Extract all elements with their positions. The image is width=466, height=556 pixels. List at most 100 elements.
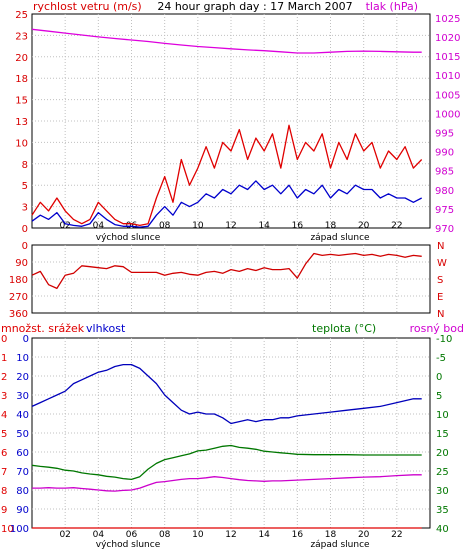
series-line [31,252,422,290]
wind-speed-tick-label: 23 [15,31,28,42]
sunset-label-1: západ slunce [310,233,370,243]
pressure-tick-label: 985 [435,167,454,178]
pressure-tick-label: 975 [435,205,454,216]
wind-direction-tick-label: 360 [9,309,28,320]
humidity-tick-label: 10 [16,353,29,364]
rain-tick-label: 8 [1,486,7,497]
wind-speed-tick-label: 18 [15,74,28,85]
temperature-axis-title: teplota (°C) [312,322,376,335]
humidity-temperature-series [31,363,422,529]
wind-direction-tick-labels: 0 90 180 270 360 [9,241,28,320]
hour-tick-label: 04 [93,530,105,540]
rain-tick-label: 2 [1,372,7,383]
humidity-tick-label: 80 [16,486,29,497]
humidity-tick-label: 100 [10,524,29,535]
wind-direction-tick-label: 0 [22,241,28,252]
temperature-tick-label: 35 [436,505,449,516]
humidity-axis-title: vlhkost [86,322,126,335]
humidity-tick-label: 40 [16,410,29,421]
wind-speed-tick-label: 15 [15,96,28,107]
pressure-tick-label: 990 [435,148,454,159]
temperature-tick-label: 30 [436,486,449,497]
pressure-tick-label: 1010 [435,71,460,82]
wind-speed-tick-label: 25 [15,10,28,21]
series-line [31,124,423,227]
compass-label: N [437,241,444,252]
series-line [31,180,422,228]
pressure-tick-label: 1025 [435,14,460,25]
hour-tick-label: 14 [258,530,270,540]
pressure-tick-label: 1005 [435,90,460,101]
temperature-tick-label: 5 [436,391,442,402]
hour-tick-label: 10 [192,530,204,540]
humidity-tick-label: 70 [16,467,29,478]
rain-tick-label: 1 [1,353,7,364]
pressure-axis-title: tlak (hPa) [366,0,418,13]
series-line [32,474,422,492]
hour-tick-label: 18 [325,530,337,540]
wind-speed-tick-label: 8 [22,160,28,171]
hour-tick-label: 08 [159,530,171,540]
wind-speed-tick-label: 0 [22,224,28,235]
temperature-tick-label: 20 [436,448,449,459]
sunset-label-3: západ slunce [310,540,370,550]
hour-tick-label: 14 [258,221,270,231]
pressure-tick-label: 970 [435,224,454,235]
temperature-tick-labels: -10 -5 0 5 10 15 20 25 30 35 40 [436,334,452,535]
humidity-tick-label: 50 [16,429,29,440]
hour-tick-label: 04 [93,221,105,231]
pressure-tick-label: 1020 [435,33,460,44]
hour-tick-label: 02 [59,530,70,540]
compass-label: W [437,258,447,269]
compass-label: N [437,309,444,320]
temperature-tick-label: 10 [436,410,449,421]
wind-speed-tick-label: 3 [22,203,28,214]
temperature-tick-label: 0 [436,372,442,383]
wind-direction-series [31,252,422,290]
wind-pressure-series [31,28,423,228]
series-line [31,28,422,54]
hour-tick-label: 18 [325,221,337,231]
humidity-temperature-hour-tick-labels: 02 04 06 08 10 12 14 16 18 20 22 [59,530,402,540]
series-line [31,444,422,481]
humidity-tick-label: 0 [23,334,29,345]
hour-tick-label: 22 [391,221,402,231]
rain-tick-label: 6 [1,448,7,459]
humidity-tick-label: 30 [16,391,29,402]
humidity-tick-label: 90 [16,505,29,516]
hour-tick-label: 22 [391,530,402,540]
hour-tick-label: 12 [225,221,236,231]
temperature-tick-label: -5 [436,353,446,364]
pressure-tick-label: 1015 [435,52,460,63]
chart-title: 24 hour graph day : 17 March 2007 [157,0,352,13]
humidity-tick-label: 60 [16,448,29,459]
wind-direction-grid [32,245,430,313]
sunrise-label-1: východ slunce [96,233,161,243]
hour-tick-label: 16 [292,530,304,540]
pressure-tick-labels: 970 975 980 985 990 995 1000 1005 1010 1015 1020 10… [435,14,460,235]
rain-tick-label: 10 [1,524,14,535]
wind-direction-tick-label: 270 [9,292,28,303]
temperature-tick-label: 25 [436,467,449,478]
rain-tick-label: 3 [1,391,7,402]
pressure-tick-label: 995 [435,128,454,139]
rain-axis-title: množst. srážek [1,322,85,335]
hour-tick-label: 08 [159,221,171,231]
wind-pressure-grid [32,14,430,228]
pressure-tick-label: 980 [435,186,454,197]
wind-speed-tick-labels: 0 3 5 8 10 13 15 18 20 23 25 [15,10,28,235]
wind-speed-tick-label: 10 [15,138,28,149]
series-line [31,363,422,425]
rain-tick-label: 4 [1,410,7,421]
rain-tick-label: 7 [1,467,7,478]
wind-direction-tick-label: 90 [15,258,28,269]
temperature-tick-label: -10 [436,334,452,345]
wind-direction-tick-label: 180 [9,275,28,286]
temperature-tick-label: 40 [436,524,449,535]
wind-speed-tick-label: 13 [15,117,28,128]
temperature-tick-label: 15 [436,429,449,440]
